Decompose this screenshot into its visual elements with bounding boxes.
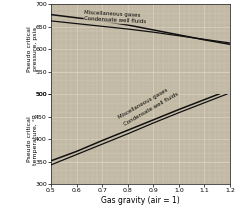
Text: Miscellaneous gases: Miscellaneous gases xyxy=(117,88,169,120)
Text: Condensate well fluids: Condensate well fluids xyxy=(123,91,179,127)
Text: Condensate well fluids: Condensate well fluids xyxy=(84,16,146,25)
Y-axis label: Pseudo critical
temperature, °R: Pseudo critical temperature, °R xyxy=(27,114,38,165)
Y-axis label: Pseudo critical
pressure, psia: Pseudo critical pressure, psia xyxy=(27,26,38,72)
Text: Miscellaneous gases: Miscellaneous gases xyxy=(84,10,141,18)
X-axis label: Gas gravity (air = 1): Gas gravity (air = 1) xyxy=(101,196,180,205)
